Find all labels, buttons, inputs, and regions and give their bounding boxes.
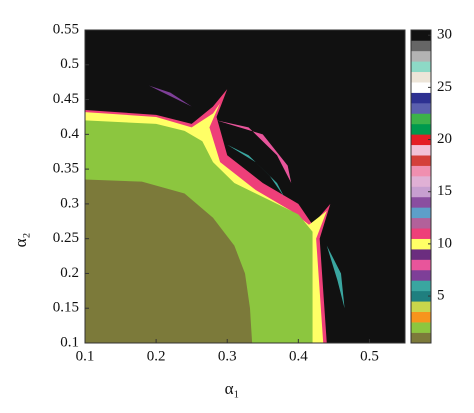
plot-frame xyxy=(84,29,406,344)
colorbar-cell xyxy=(411,280,431,292)
colorbar-cell xyxy=(411,50,431,62)
region xyxy=(149,85,192,107)
region xyxy=(326,245,345,309)
colorbar-cell xyxy=(411,238,431,250)
colorbar-tick-label: 15 xyxy=(437,183,452,199)
colorbar-cell xyxy=(411,249,431,260)
y-tick-label: 0.2 xyxy=(60,265,79,281)
colorbar-cell xyxy=(411,176,431,187)
x-tick-label: 0.1 xyxy=(76,348,95,364)
y-tick-label: 0.1 xyxy=(60,334,79,350)
colorbar-tick-label: 5 xyxy=(437,287,445,303)
colorbar-cell xyxy=(411,290,431,302)
x-tick-label: 0.3 xyxy=(218,348,237,364)
colorbar-tick-label: 10 xyxy=(437,235,452,251)
colorbar-cell xyxy=(411,186,431,198)
colorbar-cell xyxy=(411,165,431,177)
x-axis-label: α₁ xyxy=(225,379,240,398)
y-tick-label: 0.5 xyxy=(60,56,79,72)
y-tick-label: 0.45 xyxy=(53,91,79,107)
colorbar-tick-label: 25 xyxy=(437,79,452,95)
colorbar-cell xyxy=(411,269,431,281)
colorbar-cell xyxy=(411,217,431,229)
colorbar-tick-label: 20 xyxy=(437,131,452,147)
y-tick-label: 0.25 xyxy=(53,230,79,246)
colorbar-cell xyxy=(411,82,431,93)
colorbar-cell xyxy=(411,61,431,73)
region xyxy=(85,179,253,343)
y-tick-label: 0.15 xyxy=(53,300,79,316)
colorbar-cell xyxy=(411,40,431,52)
colorbar-cell xyxy=(411,134,431,146)
colorbar-cell xyxy=(411,259,431,271)
y-tick-label: 0.55 xyxy=(53,21,79,37)
colorbar-cell xyxy=(411,30,431,41)
colorbar-cell xyxy=(411,113,431,125)
colorbar-frame xyxy=(410,29,432,344)
colorbar-cell xyxy=(411,311,431,323)
colorbar-cell xyxy=(411,196,431,208)
colorbar-cell xyxy=(411,92,431,104)
x-tick-label: 0.4 xyxy=(289,348,308,364)
y-tick-label: 0.35 xyxy=(53,161,79,177)
y-tick-label: 0.4 xyxy=(60,126,79,142)
region xyxy=(216,120,292,184)
x-tick-label: 0.2 xyxy=(147,348,166,364)
colorbar-cell xyxy=(411,144,431,156)
colorbar-cell xyxy=(411,155,431,166)
colorbar-cell xyxy=(411,123,431,135)
y-axis-label: α₂ xyxy=(11,233,30,248)
colorbar-cell xyxy=(411,322,431,333)
colorbar-cell xyxy=(411,332,431,344)
colorbar-cell xyxy=(411,301,431,312)
colorbar-cell xyxy=(411,207,431,219)
x-tick-label: 0.5 xyxy=(360,348,379,364)
colorbar-cell xyxy=(411,71,431,83)
colorbar-cell xyxy=(411,103,431,114)
y-tick-label: 0.3 xyxy=(60,195,79,211)
colorbar-tick-label: 30 xyxy=(437,27,452,43)
colorbar-cell xyxy=(411,228,431,239)
